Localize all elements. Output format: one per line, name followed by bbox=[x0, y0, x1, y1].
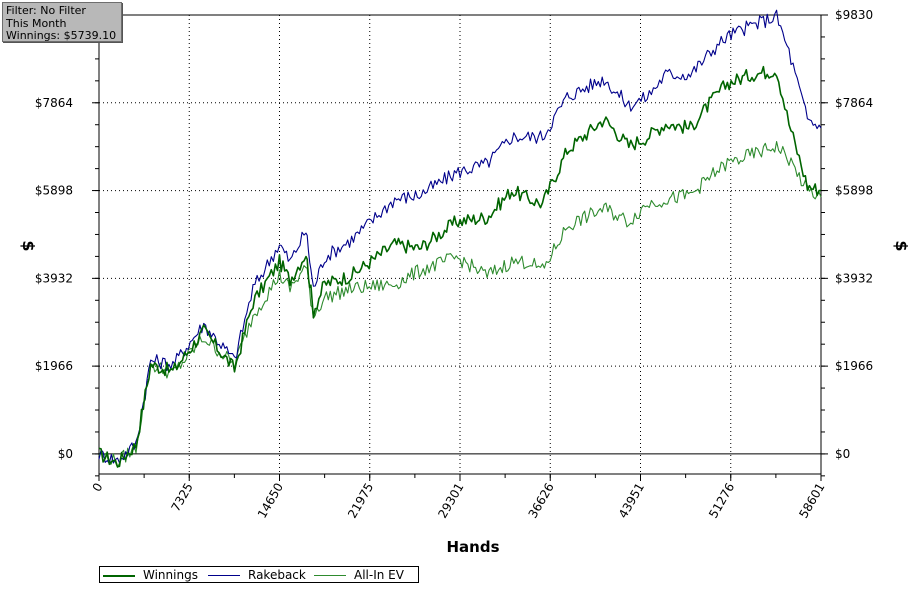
legend-swatch-rakeback bbox=[208, 575, 240, 576]
y-tick-label-left: $1966 bbox=[35, 359, 73, 373]
legend-swatch-allin-ev bbox=[314, 575, 346, 576]
filter-label: Filter: No Filter bbox=[6, 4, 86, 17]
series-line-winnings bbox=[98, 65, 822, 468]
filter-info-box: Filter: No Filter This Month Winnings: $… bbox=[2, 2, 122, 42]
x-tick-label: 21975 bbox=[345, 481, 376, 521]
x-tick-label: 29301 bbox=[435, 481, 466, 521]
period-label: This Month bbox=[6, 16, 67, 30]
legend-label-winnings: Winnings bbox=[143, 568, 198, 582]
y-axis-title-left: $ bbox=[19, 240, 38, 251]
y-tick-label-right: $1966 bbox=[835, 359, 873, 373]
y-axis-title-right: $ bbox=[892, 240, 911, 251]
y-tick-label-right: $9830 bbox=[835, 8, 873, 22]
x-tick-label: 58601 bbox=[796, 481, 827, 521]
y-tick-label-right: $5898 bbox=[835, 184, 873, 198]
y-tick-label-right: $3932 bbox=[835, 271, 873, 285]
legend-swatch-winnings bbox=[103, 574, 135, 577]
series-line-rakeback bbox=[98, 9, 822, 464]
x-tick-label: 0 bbox=[90, 481, 106, 495]
x-tick-label: 51276 bbox=[706, 481, 737, 521]
legend-item-rakeback: Rakeback bbox=[208, 568, 306, 582]
winnings-total-label: Winnings: $5739.10 bbox=[6, 29, 117, 42]
x-axis-title: Hands bbox=[446, 538, 499, 556]
legend-item-winnings: Winnings bbox=[103, 568, 198, 582]
x-tick-label: 14650 bbox=[255, 481, 286, 521]
x-tick-label: 43951 bbox=[616, 481, 647, 521]
y-tick-label-right: $0 bbox=[835, 447, 850, 461]
y-tick-label-left: $0 bbox=[58, 447, 73, 461]
legend-item-allin-ev: All-In EV bbox=[314, 568, 404, 582]
y-tick-label-left: $3932 bbox=[35, 271, 73, 285]
y-tick-label-left: $7864 bbox=[35, 96, 73, 110]
y-tick-label-right: $7864 bbox=[835, 96, 873, 110]
y-tick-label-left: $5898 bbox=[35, 184, 73, 198]
legend-label-allin-ev: All-In EV bbox=[354, 568, 404, 582]
legend-label-rakeback: Rakeback bbox=[248, 568, 306, 582]
chart-legend: Winnings Rakeback All-In EV bbox=[99, 566, 419, 583]
x-tick-label: 7325 bbox=[168, 481, 195, 514]
x-tick-label: 36626 bbox=[526, 481, 557, 521]
